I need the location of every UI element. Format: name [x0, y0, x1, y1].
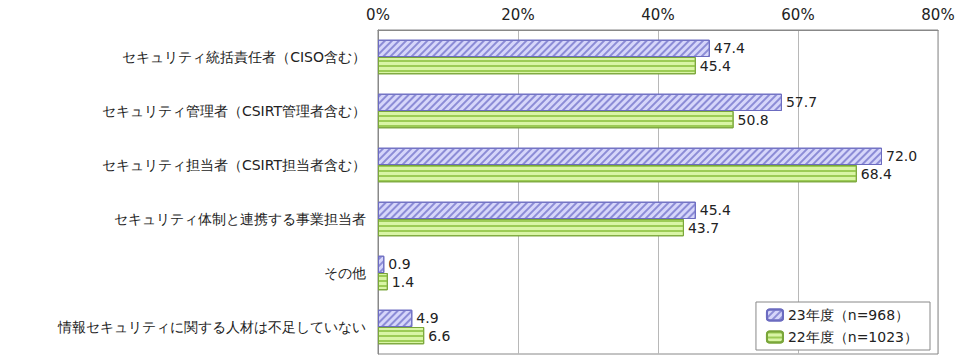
svg-text:60%: 60% — [781, 6, 814, 24]
svg-text:22年度（n=1023）: 22年度（n=1023） — [788, 329, 918, 345]
svg-text:0.9: 0.9 — [388, 256, 410, 272]
svg-text:50.8: 50.8 — [738, 112, 769, 128]
svg-text:情報セキュリティに関する人材は不足していない: 情報セキュリティに関する人材は不足していない — [57, 319, 366, 335]
svg-text:47.4: 47.4 — [714, 40, 745, 56]
svg-text:4.9: 4.9 — [416, 310, 438, 326]
svg-text:セキュリティ統括責任者（CISO含む）: セキュリティ統括責任者（CISO含む） — [122, 49, 366, 65]
svg-text:セキュリティ管理者（CSIRT管理者含む）: セキュリティ管理者（CSIRT管理者含む） — [102, 103, 366, 119]
svg-text:その他: その他 — [324, 265, 366, 281]
svg-text:23年度（n=968）: 23年度（n=968） — [788, 307, 909, 323]
svg-text:セキュリティ担当者（CSIRT担当者含む）: セキュリティ担当者（CSIRT担当者含む） — [102, 157, 366, 173]
svg-text:0%: 0% — [366, 6, 390, 24]
svg-text:40%: 40% — [641, 6, 674, 24]
svg-text:45.4: 45.4 — [700, 202, 731, 218]
svg-text:57.7: 57.7 — [786, 94, 817, 110]
svg-text:43.7: 43.7 — [688, 220, 719, 236]
svg-text:セキュリティ体制と連携する事業担当者: セキュリティ体制と連携する事業担当者 — [114, 211, 366, 227]
svg-text:72.0: 72.0 — [886, 148, 917, 164]
svg-text:20%: 20% — [501, 6, 534, 24]
svg-text:6.6: 6.6 — [428, 328, 450, 344]
svg-text:80%: 80% — [921, 6, 954, 24]
svg-text:1.4: 1.4 — [392, 274, 414, 290]
svg-text:68.4: 68.4 — [861, 166, 892, 182]
svg-text:45.4: 45.4 — [700, 58, 731, 74]
